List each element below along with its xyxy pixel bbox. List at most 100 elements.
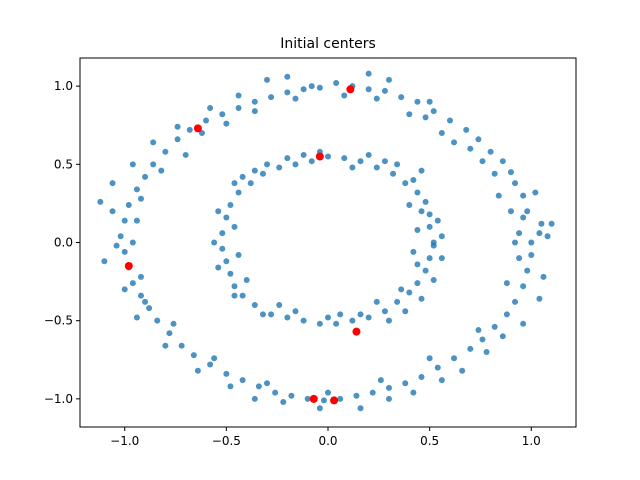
data-point [467, 145, 474, 152]
x-tick-label: 1.0 [522, 434, 541, 448]
center-point [193, 124, 202, 133]
data-point [239, 377, 246, 384]
data-point [194, 367, 201, 374]
data-point [414, 280, 421, 287]
y-tick-label: 1.0 [54, 79, 73, 93]
data-point [137, 273, 144, 280]
data-point [503, 280, 510, 287]
data-point [268, 311, 275, 318]
data-point [385, 395, 392, 402]
x-tick-label: 0.5 [420, 434, 439, 448]
data-point [459, 367, 466, 374]
data-point [243, 277, 250, 284]
data-point [422, 267, 429, 274]
data-point [394, 298, 401, 305]
data-point [231, 292, 238, 299]
data-point [418, 167, 425, 174]
data-point [154, 317, 161, 324]
data-point [333, 320, 340, 327]
data-point [239, 173, 246, 180]
data-point [499, 333, 506, 340]
data-point [438, 255, 445, 262]
data-point [438, 130, 445, 137]
data-point [516, 230, 523, 237]
data-point [536, 295, 543, 302]
data-point [373, 298, 380, 305]
data-point [284, 314, 291, 321]
data-point [247, 180, 254, 187]
data-point [467, 345, 474, 352]
data-point [337, 395, 344, 402]
data-point [430, 108, 437, 115]
data-point [512, 180, 519, 187]
data-point [377, 377, 384, 384]
data-point [373, 164, 380, 171]
data-point [129, 239, 136, 246]
data-point [414, 261, 421, 268]
data-point [186, 126, 193, 133]
center-point [315, 152, 324, 161]
data-point [410, 248, 417, 255]
data-point [320, 397, 327, 404]
data-point [381, 158, 388, 165]
data-point [333, 80, 340, 87]
data-point [121, 286, 128, 293]
data-point [133, 217, 140, 224]
data-point [219, 245, 226, 252]
data-point [219, 230, 226, 237]
data-point [446, 117, 453, 124]
data-point [451, 355, 458, 362]
data-point [426, 355, 433, 362]
data-point [113, 242, 120, 249]
data-point [137, 195, 144, 202]
data-point [422, 198, 429, 205]
center-point [309, 394, 318, 403]
chart-title: Initial centers [280, 36, 376, 52]
data-point [430, 277, 437, 284]
data-point [507, 208, 514, 215]
data-point [325, 389, 331, 396]
data-point [227, 201, 234, 208]
data-point [520, 192, 527, 199]
data-point [507, 169, 514, 176]
data-point [479, 158, 486, 165]
data-point [264, 380, 271, 387]
data-point [491, 323, 498, 330]
y-tick-label: 0.5 [54, 157, 73, 171]
data-point [373, 95, 380, 102]
data-point [410, 176, 417, 183]
data-point [129, 161, 136, 168]
data-point [325, 314, 331, 321]
data-point [259, 311, 266, 318]
data-point [475, 327, 482, 334]
data-point [235, 92, 242, 99]
data-point [227, 383, 234, 390]
data-point [125, 201, 132, 208]
data-point [394, 161, 401, 168]
data-point [158, 167, 165, 174]
data-point [451, 139, 458, 146]
data-point [182, 151, 189, 158]
data-point [398, 286, 405, 293]
data-point [528, 252, 535, 259]
data-point [381, 87, 388, 94]
data-point [316, 320, 323, 327]
data-point [520, 320, 527, 327]
data-point [203, 117, 210, 124]
data-point [231, 283, 238, 290]
data-point [430, 242, 437, 249]
data-point [438, 377, 445, 384]
data-point [418, 295, 425, 302]
data-point [288, 392, 295, 399]
data-point [402, 180, 409, 187]
data-point [316, 405, 323, 412]
data-point [207, 105, 214, 112]
data-point [349, 164, 356, 171]
data-point [280, 398, 287, 405]
data-point [276, 302, 283, 309]
data-point [426, 223, 433, 230]
data-point [211, 239, 218, 246]
data-point [251, 108, 258, 115]
